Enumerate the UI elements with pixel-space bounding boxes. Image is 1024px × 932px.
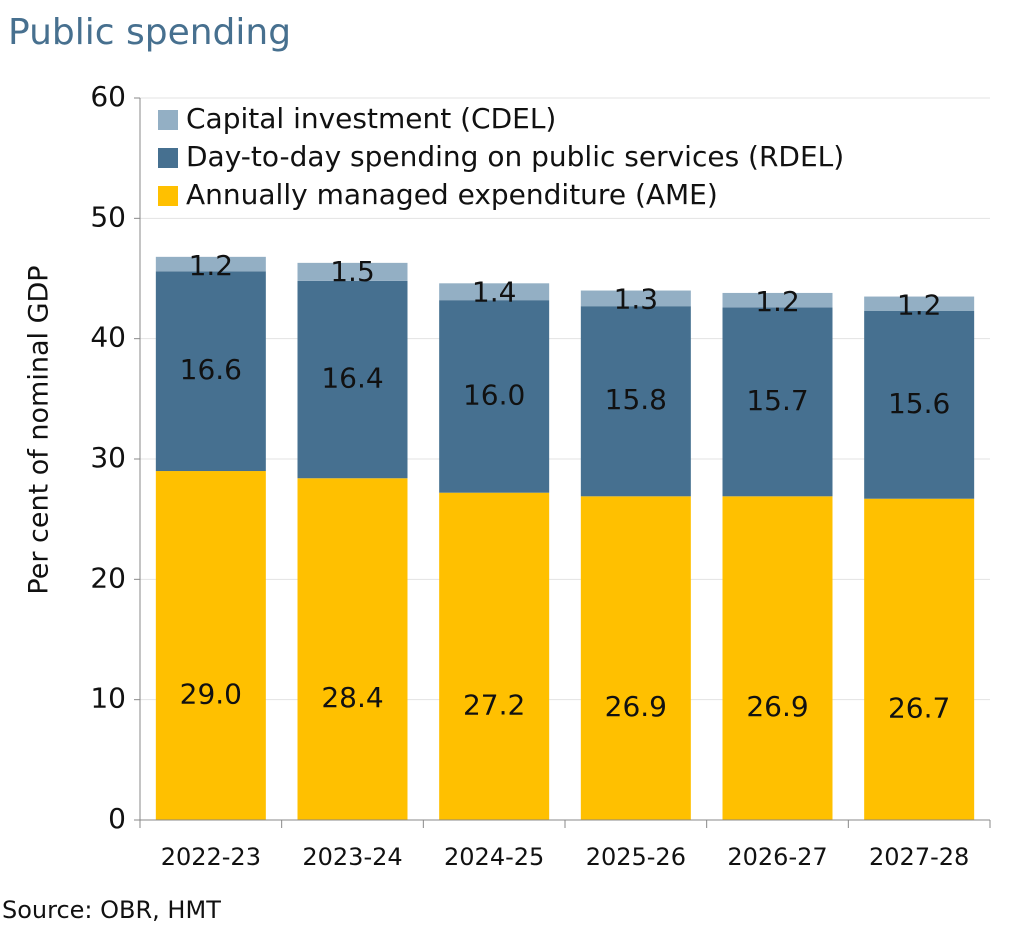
legend-label: Annually managed expenditure (AME): [186, 178, 718, 211]
bar-segment: [722, 292, 833, 308]
data-label: 16.4: [321, 362, 383, 395]
data-label: 1.2: [189, 249, 234, 282]
legend-swatch: [158, 148, 178, 168]
bar-segment: [864, 310, 975, 499]
bar-segment: [297, 280, 408, 479]
x-tick-label: 2024-25: [444, 843, 544, 871]
y-tick-label: 40: [90, 321, 126, 354]
bar-segment: [155, 271, 266, 472]
bar-segment: [722, 307, 833, 497]
y-tick-label: 10: [90, 682, 126, 715]
bar-segment: [580, 306, 691, 497]
y-tick-label: 60: [90, 80, 126, 113]
x-tick-label: 2026-27: [727, 843, 827, 871]
bar-segment: [439, 300, 550, 493]
legend-swatch: [158, 186, 178, 206]
chart-title: Public spending: [8, 12, 291, 53]
bar-segment: [580, 496, 691, 820]
x-tick-label: 2023-24: [302, 843, 402, 871]
bar-segment: [439, 492, 550, 820]
bar-segment: [722, 496, 833, 820]
data-label: 15.8: [605, 383, 667, 416]
y-tick-label: 20: [90, 561, 126, 594]
data-label: 15.6: [888, 387, 950, 420]
bar-segment: [155, 256, 266, 272]
data-label: 1.3: [614, 283, 659, 316]
bar-segment: [439, 283, 550, 301]
data-label: 1.5: [330, 255, 375, 288]
data-label: 1.4: [472, 275, 517, 308]
y-tick-label: 30: [90, 441, 126, 474]
bar-segment: [864, 296, 975, 311]
bar-segment: [864, 498, 975, 820]
x-tick-label: 2025-26: [586, 843, 686, 871]
x-tick-label: 2027-28: [869, 843, 969, 871]
y-tick-label: 50: [90, 200, 126, 233]
data-label: 26.9: [746, 690, 808, 723]
data-label: 1.2: [755, 285, 800, 318]
bar-segment: [297, 262, 408, 281]
bar-segment: [155, 471, 266, 820]
data-label: 16.6: [180, 353, 242, 386]
bar-segment: [297, 478, 408, 820]
legend-label: Day-to-day spending on public services (…: [186, 140, 844, 173]
data-label: 26.7: [888, 691, 950, 724]
x-tick-label: 2022-23: [161, 843, 261, 871]
legend-label: Capital investment (CDEL): [186, 102, 556, 135]
data-label: 1.2: [897, 289, 942, 322]
data-label: 15.7: [746, 384, 808, 417]
data-label: 28.4: [321, 681, 383, 714]
data-label: 16.0: [463, 378, 525, 411]
y-axis-label: Per cent of nominal GDP: [24, 265, 55, 594]
data-label: 26.9: [605, 690, 667, 723]
y-tick-label: 0: [108, 802, 126, 835]
bar-segment: [580, 290, 691, 307]
legend-swatch: [158, 110, 178, 130]
data-label: 27.2: [463, 688, 525, 721]
source-note: Source: OBR, HMT: [2, 896, 221, 924]
data-label: 29.0: [180, 678, 242, 711]
